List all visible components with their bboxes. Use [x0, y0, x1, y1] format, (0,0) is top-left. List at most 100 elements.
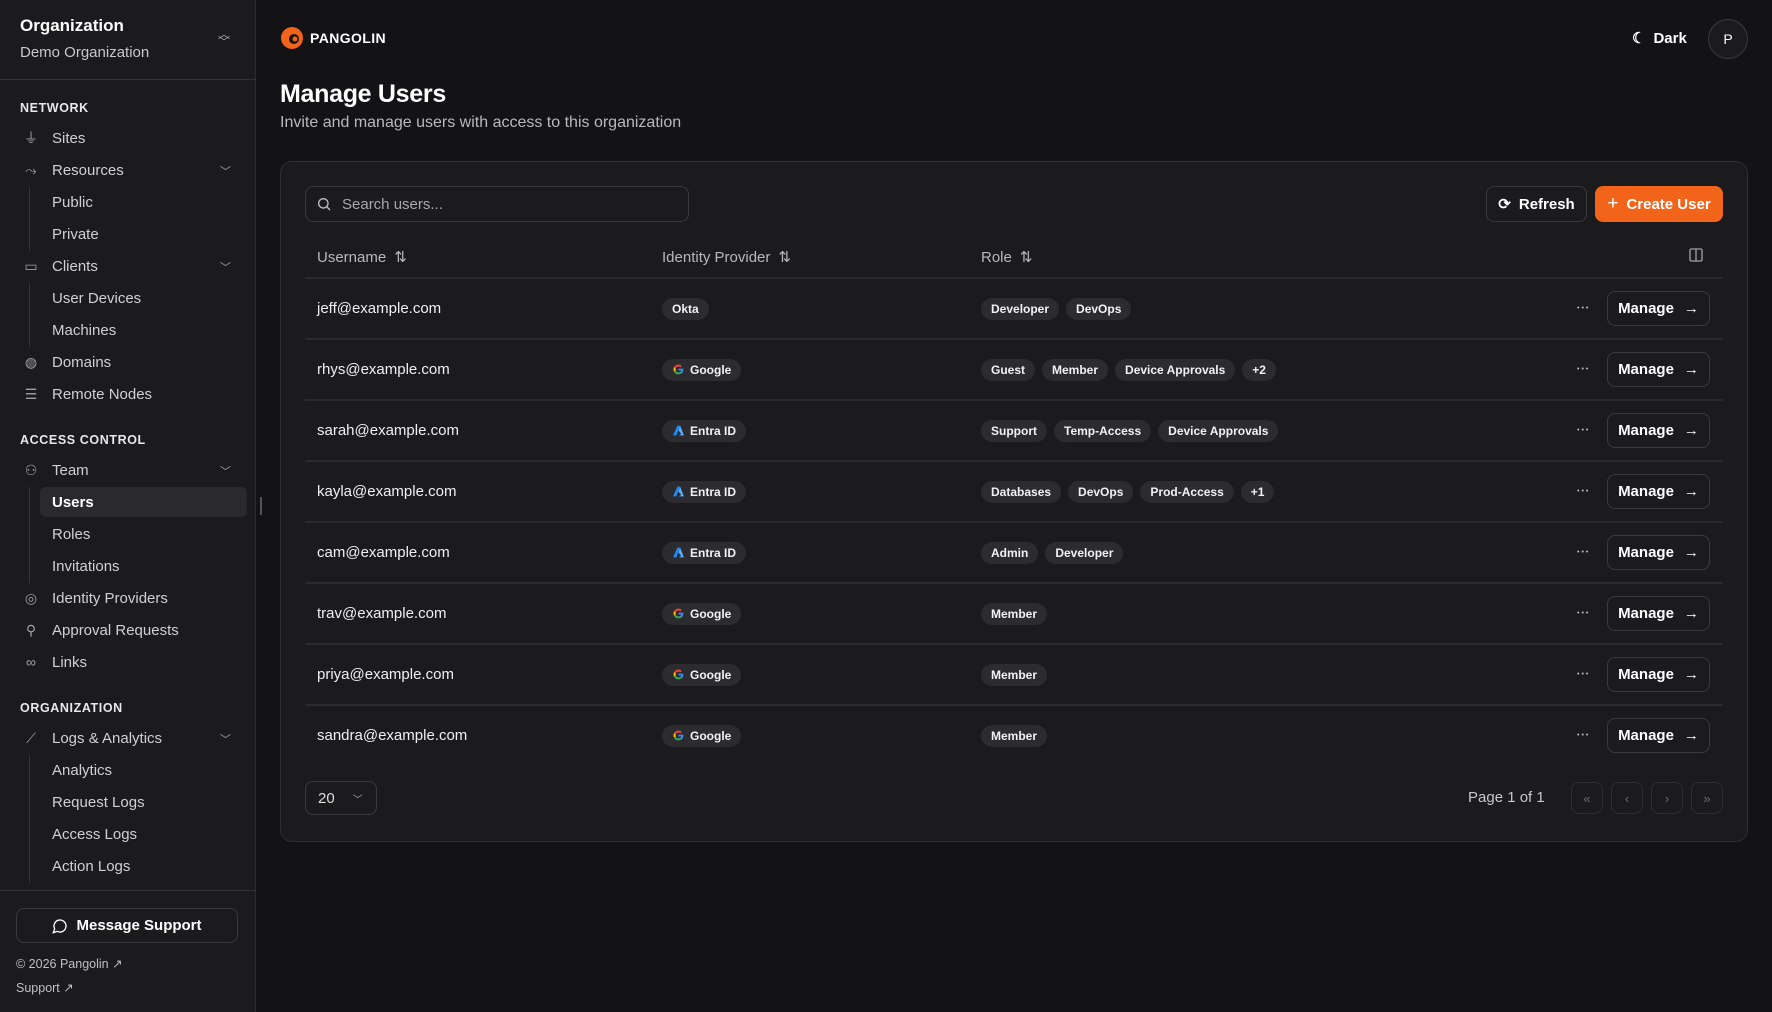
sidebar-item-domains[interactable]: ◍ Domains: [20, 347, 240, 377]
manage-label: Manage: [1618, 300, 1674, 317]
chevron-down-icon[interactable]: ﹀: [220, 734, 231, 746]
chevron-down-icon: ﹀: [352, 794, 363, 806]
more-actions-button[interactable]: •••: [1577, 400, 1590, 461]
manage-label: Manage: [1618, 483, 1674, 500]
more-actions-button[interactable]: •••: [1577, 278, 1590, 339]
manage-button[interactable]: Manage →: [1607, 413, 1710, 448]
more-actions-button[interactable]: •••: [1577, 522, 1590, 583]
server-icon: ☰: [24, 385, 38, 402]
arrow-right-icon: →: [1683, 300, 1699, 317]
table-row: rhys@example.com Google Guest Member Devic…: [305, 339, 1723, 400]
column-header-role[interactable]: Role ⇅: [981, 248, 1033, 267]
chevron-down-icon[interactable]: ﹀: [220, 466, 231, 478]
sidebar-item-links[interactable]: ∞ Links: [20, 647, 240, 677]
link-icon: ∞: [26, 654, 36, 670]
manage-button[interactable]: Manage →: [1607, 291, 1710, 326]
table-row: priya@example.com Google Member ••• Mana…: [305, 644, 1723, 705]
plus-icon: +: [1607, 193, 1619, 214]
refresh-button[interactable]: ⟳ Refresh: [1486, 186, 1587, 222]
sidebar-item-user-devices[interactable]: User Devices: [40, 283, 247, 313]
sidebar-footer: [0, 890, 256, 1012]
more-actions-button[interactable]: •••: [1577, 461, 1590, 522]
username: sandra@example.com: [317, 727, 468, 744]
sidebar-item-remote-nodes[interactable]: ☰ Remote Nodes: [20, 379, 240, 409]
tree-line: [29, 755, 30, 883]
columns-toggle[interactable]: [1688, 247, 1704, 267]
arrow-right-icon: →: [1683, 605, 1699, 622]
sidebar-item-logs-analytics[interactable]: ⟋ Logs & Analytics: [20, 723, 240, 753]
sidebar-item-approval-requests[interactable]: ⚲ Approval Requests: [20, 615, 240, 645]
chevron-down-icon[interactable]: ﹀: [220, 262, 231, 274]
page-size-select[interactable]: 20 ﹀: [305, 781, 377, 815]
sort-icon: ⇅: [1019, 249, 1033, 266]
sidebar-item-team[interactable]: ⚇ Team: [20, 455, 240, 485]
sidebar-item-request-logs[interactable]: Request Logs: [40, 787, 247, 817]
more-actions-button[interactable]: •••: [1577, 705, 1590, 766]
support-link[interactable]: Support ↗: [16, 980, 74, 995]
sidebar-item-private[interactable]: Private: [40, 219, 247, 249]
org-name: Demo Organization: [20, 44, 150, 61]
sidebar-item-label: Clients: [52, 257, 98, 275]
chevron-down-icon[interactable]: ﹀: [220, 166, 231, 178]
theme-toggle[interactable]: ☾ Dark: [1632, 29, 1687, 48]
sidebar-item-users[interactable]: Users: [40, 487, 247, 517]
sidebar-item-clients[interactable]: ▭ Clients: [20, 251, 240, 281]
role-badge: Guest: [981, 358, 1036, 381]
chart-icon: ⟋: [26, 729, 36, 746]
create-user-button[interactable]: + Create User: [1595, 186, 1723, 222]
sidebar-item-analytics[interactable]: Analytics: [40, 755, 247, 785]
manage-button[interactable]: Manage →: [1607, 718, 1710, 753]
role-badge: Device Approvals: [1115, 358, 1236, 381]
manage-label: Manage: [1618, 727, 1674, 744]
brand-logo[interactable]: PANGOLIN: [280, 26, 386, 50]
columns-icon: [1689, 248, 1703, 262]
role-badge: Developer: [1045, 541, 1124, 564]
sidebar-item-label: Roles: [52, 525, 91, 543]
more-actions-button[interactable]: •••: [1577, 583, 1590, 644]
search-input[interactable]: [342, 195, 662, 213]
refresh-icon: ⟳: [1498, 196, 1511, 213]
sidebar-item-invitations[interactable]: Invitations: [40, 551, 247, 581]
sidebar-item-access-logs[interactable]: Access Logs: [40, 819, 247, 849]
idp-name: Google: [690, 667, 732, 682]
sidebar-resize-handle[interactable]: [260, 497, 262, 515]
user-avatar[interactable]: P: [1708, 19, 1748, 59]
table-row: kayla@example.com Entra ID Databases DevO…: [305, 461, 1723, 522]
chevrons-up-down-icon[interactable]: ︿ ﹀: [218, 27, 231, 49]
row-divider: [305, 582, 1723, 584]
idp-badge: Google: [662, 663, 742, 686]
idp-badge: Google: [662, 358, 742, 381]
tree-line: [29, 283, 30, 347]
prev-page-button[interactable]: ‹: [1611, 782, 1643, 814]
role-badge: Prod-Access: [1140, 480, 1234, 503]
manage-button[interactable]: Manage →: [1607, 474, 1710, 509]
column-header-username[interactable]: Username ⇅: [317, 248, 407, 267]
first-page-button[interactable]: «: [1571, 782, 1603, 814]
role-badge: +2: [1242, 358, 1276, 381]
column-header-identity-provider[interactable]: Identity Provider ⇅: [662, 248, 791, 267]
copyright-link[interactable]: © 2026 Pangolin ↗: [16, 956, 123, 971]
org-switcher[interactable]: Organization Demo Organization ︿ ﹀: [0, 0, 256, 80]
roles-cell: Guest Member Device Approvals +2: [981, 339, 1283, 400]
sidebar-item-roles[interactable]: Roles: [40, 519, 247, 549]
sort-icon: ⇅: [394, 249, 407, 266]
manage-button[interactable]: Manage →: [1607, 352, 1710, 387]
sidebar-item-resources[interactable]: ⤳ Resources: [20, 155, 240, 185]
manage-button[interactable]: Manage →: [1607, 657, 1710, 692]
sidebar-item-machines[interactable]: Machines: [40, 315, 247, 345]
azure-icon: [673, 547, 684, 558]
sidebar-item-action-logs[interactable]: Action Logs: [40, 851, 247, 881]
message-support-button[interactable]: Message Support: [16, 908, 238, 943]
chevrons-right-icon: »: [1703, 790, 1711, 806]
more-actions-button[interactable]: •••: [1577, 339, 1590, 400]
last-page-button[interactable]: »: [1691, 782, 1723, 814]
search-field[interactable]: [305, 186, 689, 222]
search-icon: [318, 198, 331, 211]
next-page-button[interactable]: ›: [1651, 782, 1683, 814]
sidebar-item-public[interactable]: Public: [40, 187, 247, 217]
manage-button[interactable]: Manage →: [1607, 535, 1710, 570]
sidebar-item-sites[interactable]: ⏚ Sites: [20, 123, 240, 153]
manage-button[interactable]: Manage →: [1607, 596, 1710, 631]
more-actions-button[interactable]: •••: [1577, 644, 1590, 705]
sidebar-item-identity-providers[interactable]: ◎ Identity Providers: [20, 583, 240, 613]
